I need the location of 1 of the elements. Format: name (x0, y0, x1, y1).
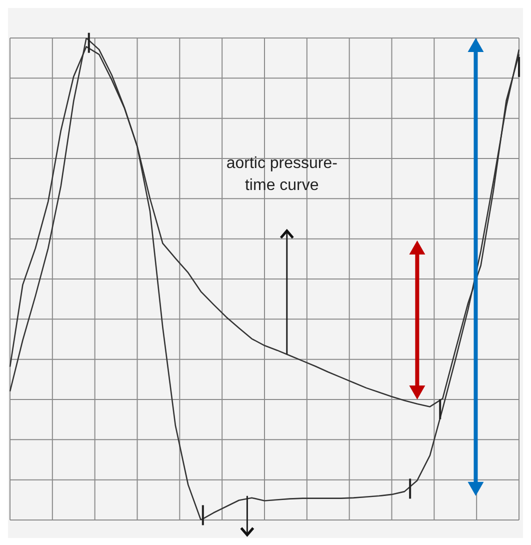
annotation: aortic pressure-time curve (226, 155, 338, 194)
